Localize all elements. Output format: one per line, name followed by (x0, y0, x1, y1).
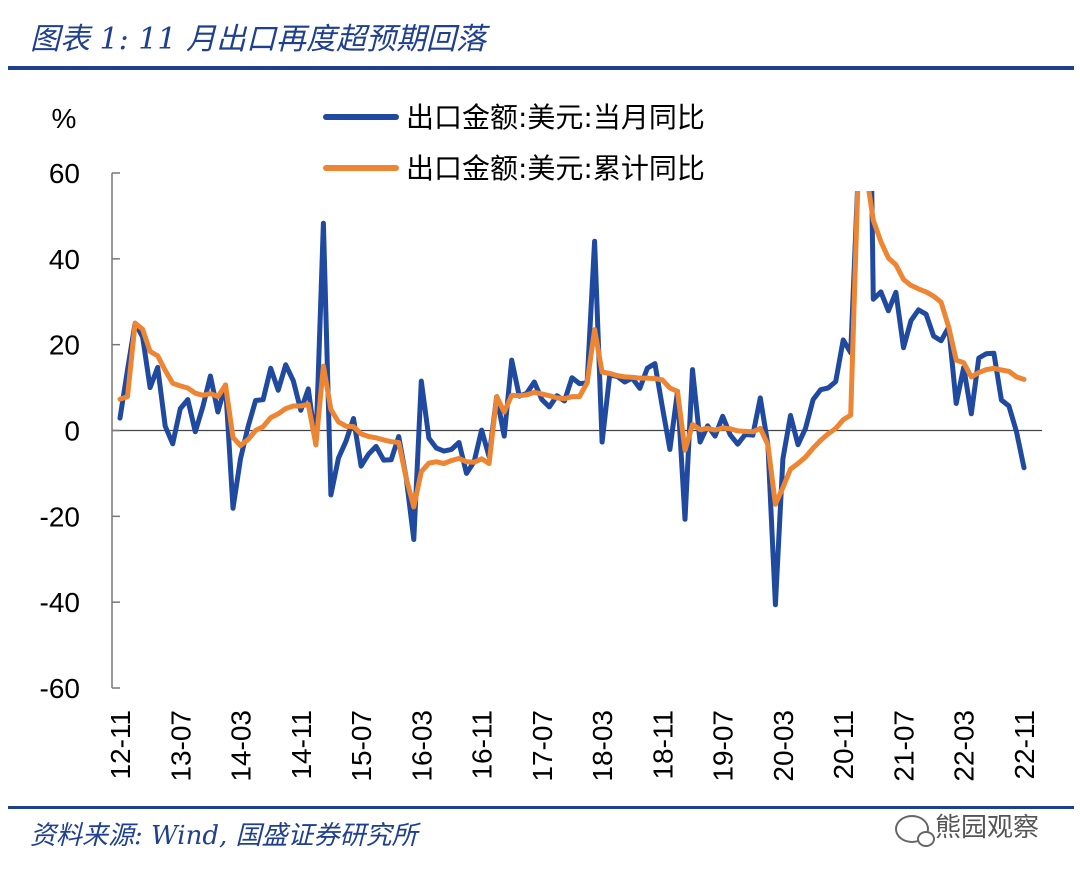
x-tick-label: 16-11 (467, 710, 498, 780)
axes: 60 40 20 0 -20 -40 -60 12-11 13-07 14-03 14-11 15-0… (40, 158, 1042, 782)
y-tick-label: 40 (49, 244, 80, 275)
y-unit-label: % (52, 103, 77, 134)
x-tick-label: 17-07 (527, 710, 558, 782)
series-line-cumulative (117, 191, 1027, 510)
x-tick-label: 22-03 (949, 710, 980, 782)
y-tick-label: -60 (40, 673, 80, 704)
x-tick-label: 20-03 (768, 710, 799, 782)
source-note: 资料来源: Wind, 国盛证券研究所 (30, 821, 418, 851)
x-tick-label: 20-11 (828, 710, 859, 780)
x-tick-label: 14-11 (286, 710, 317, 780)
x-tick-label: 19-07 (708, 710, 739, 782)
watermark-text: 熊园观察 (935, 813, 1040, 843)
x-tick-label: 21-07 (888, 710, 919, 782)
x-tick-label: 22-11 (1009, 710, 1040, 780)
x-tick-label: 18-11 (647, 710, 678, 780)
legend-label: 出口金额:美元:当月同比 (406, 101, 705, 134)
footer-divider (8, 806, 1074, 809)
watermark: 熊园观察 (895, 807, 1040, 847)
wechat-icon (895, 814, 935, 847)
series-layer (117, 191, 1027, 608)
x-tick-label: 15-07 (346, 710, 377, 782)
title-divider (8, 66, 1074, 70)
y-tick-label: 0 (64, 416, 80, 447)
y-tick-label: -40 (40, 587, 80, 618)
y-tick-label: -20 (40, 501, 80, 532)
y-tick-label: 20 (49, 330, 80, 361)
chart-title: 图表 1: 11 月出口再度超预期回落 (30, 22, 486, 57)
x-tick-label: 12-11 (105, 710, 136, 780)
series-line-monthly (117, 191, 1027, 608)
y-tick-label: 60 (49, 158, 80, 189)
legend-label: 出口金额:美元:累计同比 (406, 152, 705, 185)
x-tick-label: 14-03 (226, 710, 257, 782)
x-tick-label: 16-03 (406, 710, 437, 782)
x-tick-label: 13-07 (165, 710, 196, 782)
x-tick-label: 18-03 (587, 710, 618, 782)
